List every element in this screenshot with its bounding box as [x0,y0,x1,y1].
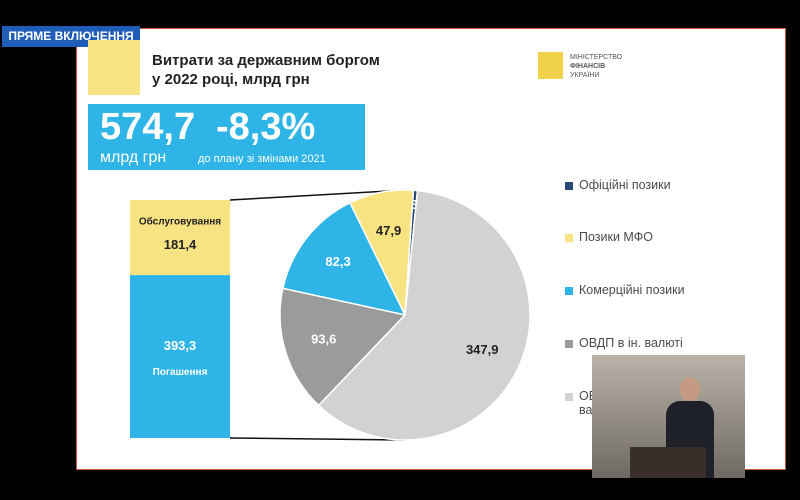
headline-total: 574,7 [100,106,196,148]
ministry-name: МІНІСТЕРСТВО ФІНАНСІВ УКРАЇНИ [570,53,622,80]
video-inset [592,355,745,478]
pie-value-label: 47,9 [376,223,401,238]
pie-slice [281,201,407,317]
legend-item: Позики МФО [565,230,690,244]
legend-label: Офіційні позики [579,178,671,192]
legend-swatch [565,234,573,242]
title-line: у 2022 році, млрд грн [152,71,310,88]
legend-label: Позики МФО [579,230,653,244]
bar-category-label: Обслуговування [139,216,221,228]
bar-value-label: 393,3 [164,338,197,353]
person-head [680,377,700,402]
ministry-line: УКРАЇНИ [570,72,600,79]
bar-segment [130,275,230,438]
legend-swatch [565,182,573,190]
pie-value-label: 82,3 [325,254,350,269]
legend-swatch [565,287,573,295]
title-accent [88,40,140,95]
headline-note: до плану зі змінами 2021 [198,153,326,165]
headline-box: 574,7 -8,3% млрд грн до плану зі змінами… [88,104,365,170]
pie-slice [279,287,407,407]
legend-item: ОВДП в ін. валюті [565,336,690,350]
bar-segment [130,200,230,276]
title-line: Витрати за державним боргом [152,52,380,69]
legend-swatch [565,340,573,348]
pie-value-label: 93,6 [311,331,336,346]
podium [630,447,706,478]
ministry-line: ФІНАНСІВ [570,63,606,70]
pie-value-label: 347,9 [466,342,499,357]
headline-change: -8,3% [216,106,316,148]
legend-item: Комерційні позики [565,283,690,297]
ministry-line: МІНІСТЕРСТВО [570,54,623,61]
connector [229,189,406,201]
legend-item: Офіційні позики [565,178,690,192]
headline-unit: млрд грн [100,149,167,166]
connector [229,437,406,441]
bar-category-label: Погашення [153,367,208,378]
pie-slice [317,189,531,441]
bar-value-label: 181,4 [164,237,197,252]
legend-label: ОВДП в ін. валюті [579,336,683,350]
legend-swatch [565,393,573,401]
ministry-logo [538,52,563,79]
legend-label: Комерційні позики [579,283,685,297]
pie-value-label: 3 [411,197,418,212]
